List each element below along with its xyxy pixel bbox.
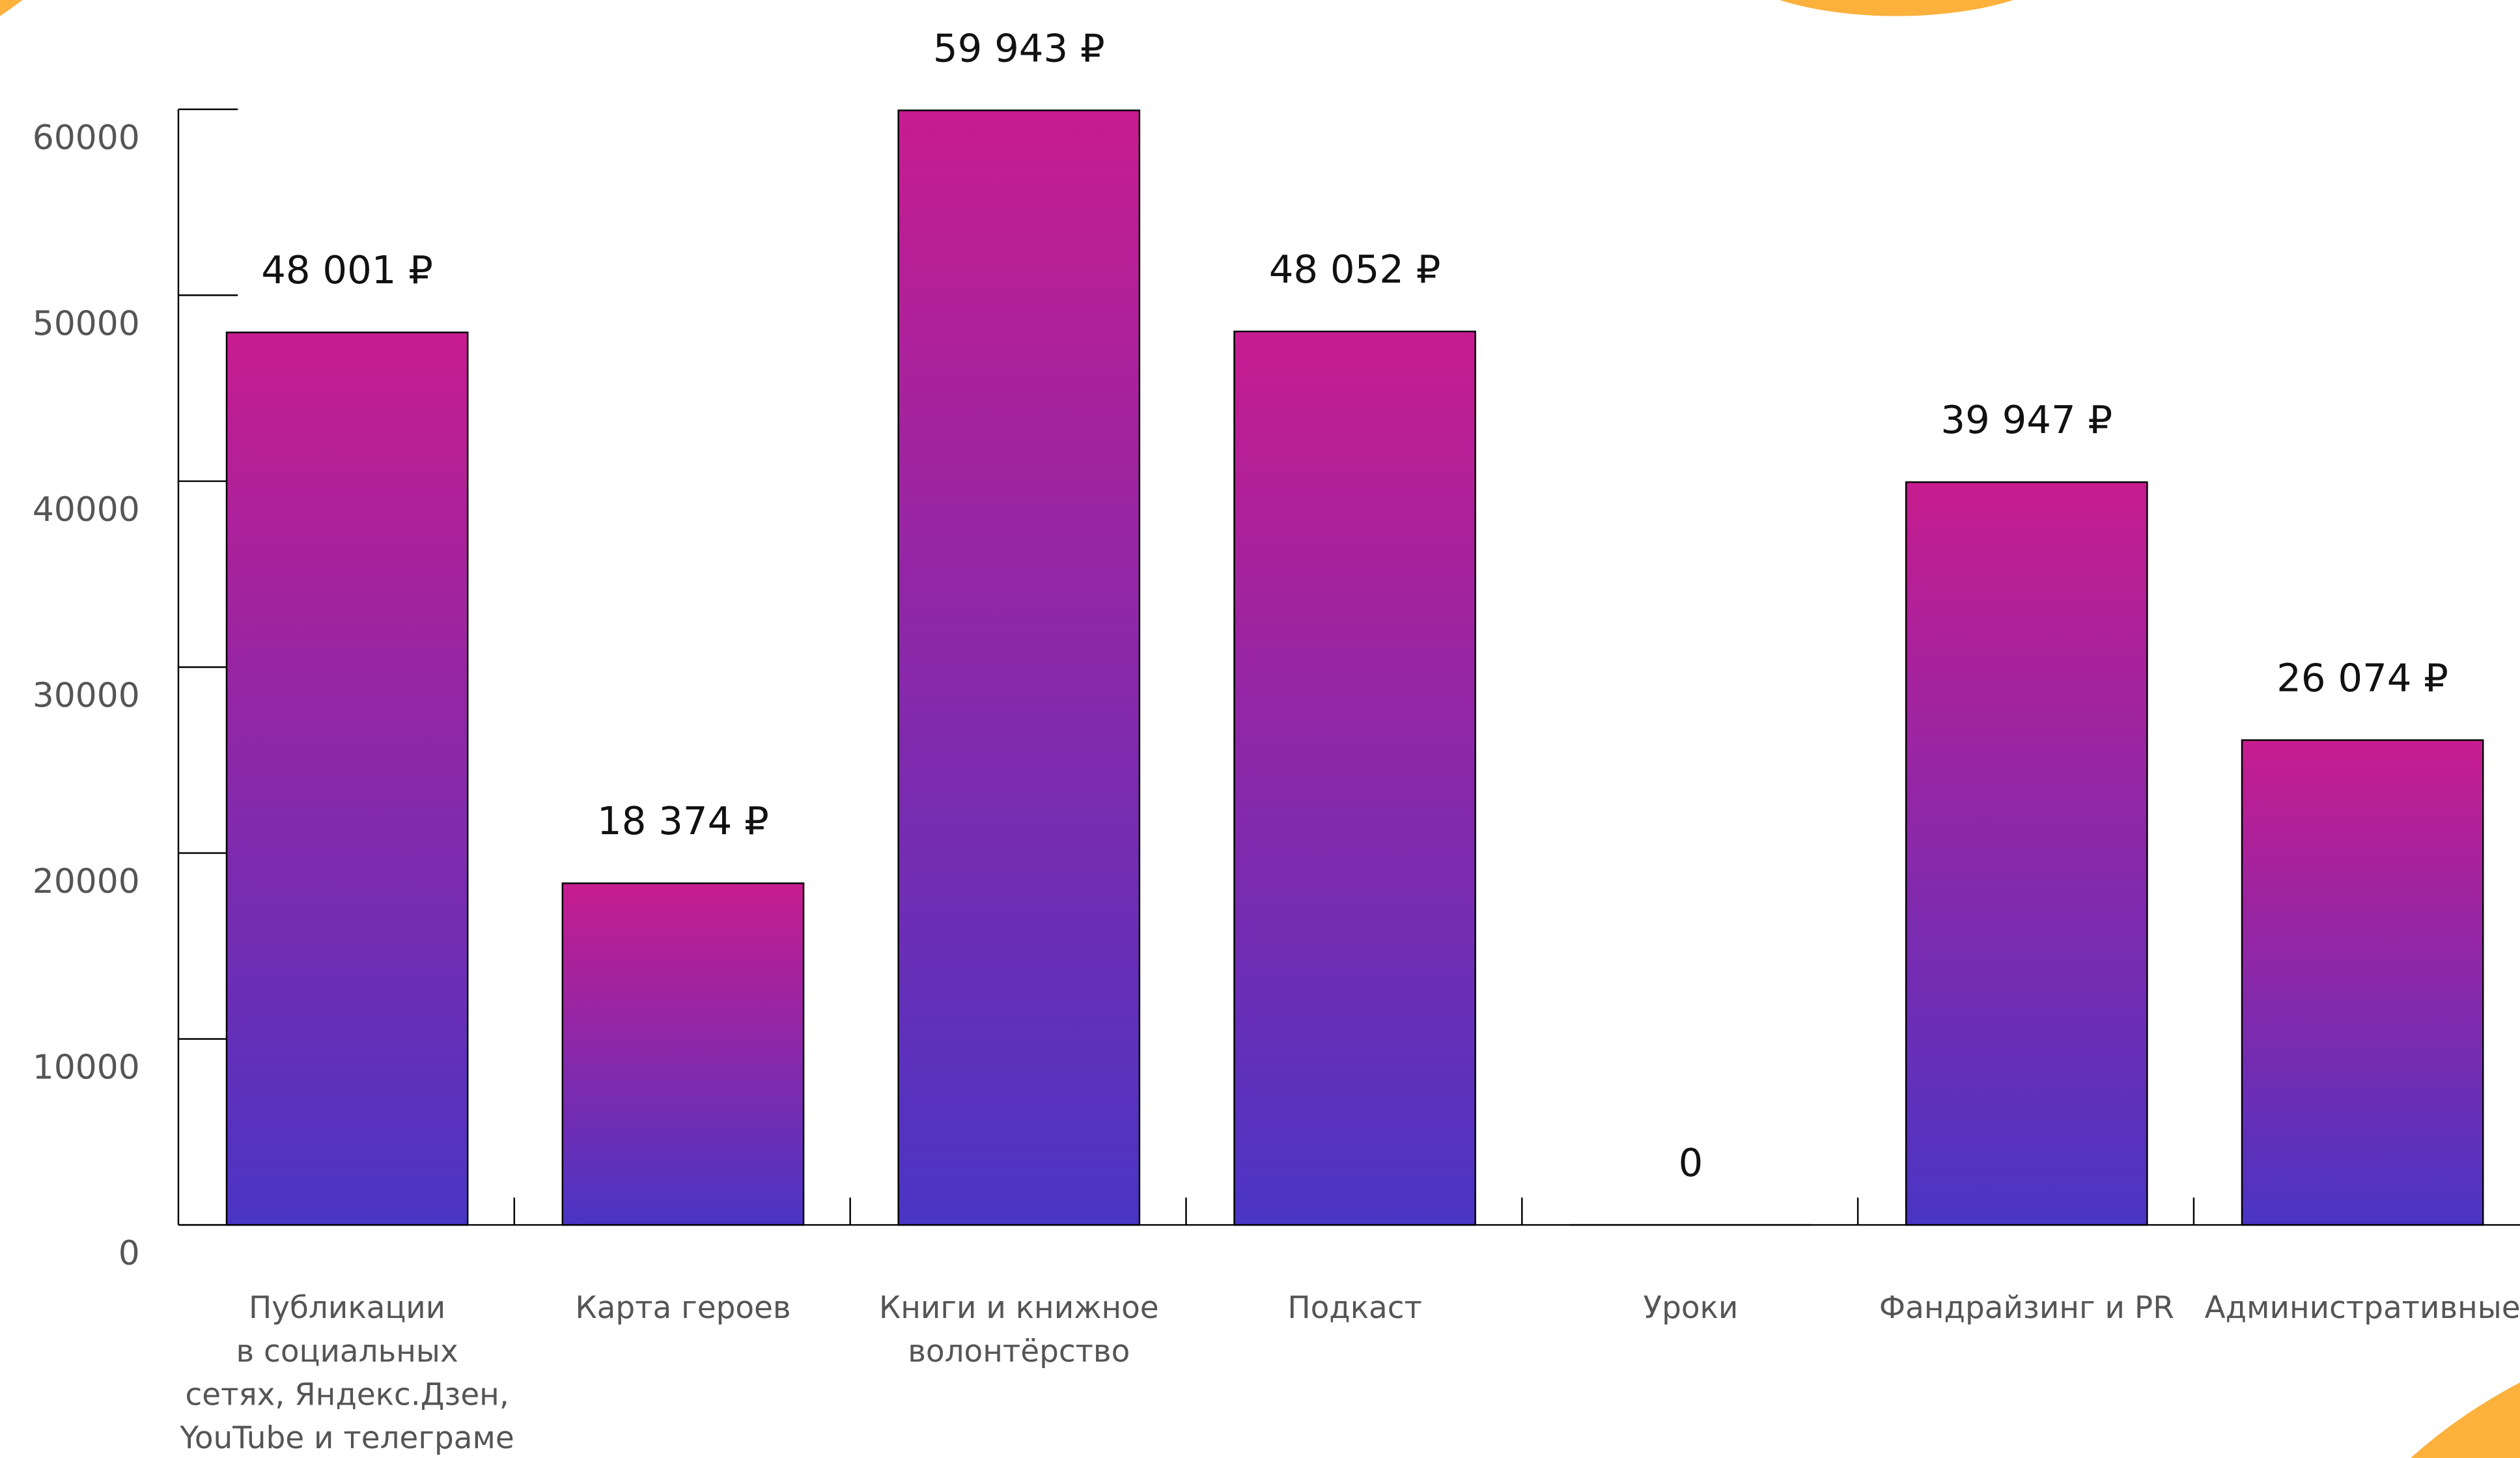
- y-tick-label: 50000: [33, 304, 140, 343]
- y-tick-label: 0: [119, 1234, 140, 1273]
- bar: [899, 110, 1140, 1225]
- bar: [1235, 331, 1476, 1225]
- y-tick-label: 20000: [33, 862, 140, 901]
- x-tick-label: Публикации в социальных сетях, Яндекс.Дз…: [179, 1287, 515, 1458]
- value-label: 26 074 ₽: [2276, 655, 2448, 700]
- bar: [227, 332, 468, 1225]
- bar: [1906, 482, 2147, 1225]
- decor-corner: [2411, 1382, 2520, 1458]
- x-tick-label: Карта героев: [515, 1287, 851, 1331]
- value-label: 59 943 ₽: [933, 25, 1105, 70]
- decor-corner: [0, 0, 23, 16]
- x-tick-label: Уроки: [1523, 1287, 1859, 1331]
- decor-blob: [1720, 0, 2073, 16]
- chart-area: 0 10000 20000 30000 40000 50000 60000 48 001 ₽ 1…: [0, 0, 2520, 1458]
- y-tick-label: 40000: [33, 490, 140, 529]
- y-tick-label: 10000: [33, 1048, 140, 1087]
- chart: 0 10000 20000 30000 40000 50000 60000 48 001 ₽ 1…: [0, 0, 2520, 1458]
- value-label: 48 052 ₽: [1269, 247, 1441, 292]
- x-tick-label: Подкаст: [1187, 1287, 1523, 1331]
- x-tick-label: Фандрайзинг и PR: [1858, 1287, 2194, 1331]
- bar: [2242, 740, 2483, 1225]
- x-tick-label: Книги и книжное волонтёрство: [851, 1287, 1187, 1374]
- x-tick-label: Административные: [2194, 1287, 2520, 1331]
- value-label: 0: [1679, 1140, 1703, 1185]
- y-tick-label: 60000: [33, 119, 140, 158]
- value-label: 48 001 ₽: [261, 247, 433, 292]
- value-label: 39 947 ₽: [1940, 397, 2112, 442]
- value-label: 18 374 ₽: [597, 798, 769, 843]
- y-tick-label: 30000: [33, 676, 140, 715]
- bar: [563, 883, 804, 1225]
- page: 0 10000 20000 30000 40000 50000 60000 48 001 ₽ 1…: [0, 0, 2520, 1458]
